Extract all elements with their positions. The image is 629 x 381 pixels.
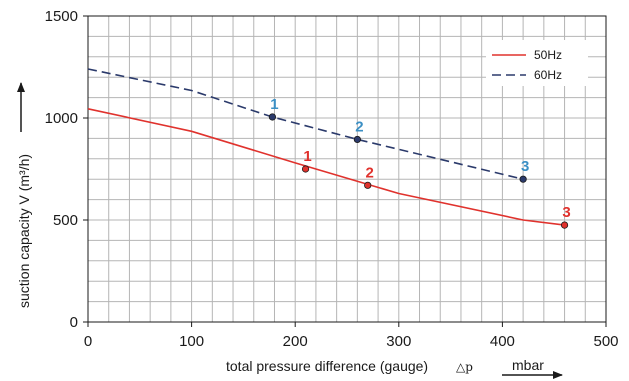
- point-label-50Hz-2: 2: [366, 164, 374, 181]
- x-tick-label: 500: [593, 333, 618, 350]
- plot-frame: [87, 15, 607, 323]
- data-point-50Hz-2: [364, 181, 372, 189]
- point-label-50Hz-1: 1: [303, 148, 311, 165]
- data-point-60Hz-1: [268, 113, 277, 121]
- y-tick-label: 1000: [45, 110, 78, 127]
- x-axis-unit: mbar: [512, 357, 544, 373]
- y-axis-ticks: 0 500 1000 1500: [45, 8, 88, 331]
- y-axis-title: suction capacity V (m³/h): [16, 154, 32, 308]
- legend-label-60Hz: 60Hz: [534, 68, 562, 82]
- series: [87, 68, 565, 226]
- x-axis-symbol: △p: [456, 360, 473, 374]
- series-line-50Hz: [87, 108, 565, 226]
- x-tick-label: 0: [84, 333, 92, 350]
- y-tick-label: 500: [53, 212, 78, 229]
- data-point-50Hz-3: [560, 221, 569, 229]
- x-axis-title: total pressure difference (gauge): [226, 358, 428, 374]
- point-label-60Hz-3: 3: [521, 158, 529, 175]
- x-tick-label: 100: [179, 333, 204, 350]
- x-tick-label: 200: [283, 333, 308, 350]
- data-point-50Hz-1: [301, 165, 310, 173]
- legend: 50Hz 60Hz: [486, 40, 588, 86]
- x-axis-ticks: 0 100 200 300 400 500: [84, 322, 619, 350]
- data-points: 1 2 3 1 2 3: [268, 96, 571, 229]
- point-label-50Hz-3: 3: [562, 204, 570, 221]
- x-tick-label: 400: [490, 333, 515, 350]
- y-tick-label: 0: [70, 314, 78, 331]
- x-tick-label: 300: [386, 333, 411, 350]
- data-point-60Hz-2: [353, 135, 361, 144]
- point-label-60Hz-1: 1: [270, 96, 278, 113]
- legend-box: [486, 40, 588, 86]
- data-point-60Hz-3: [519, 175, 527, 183]
- point-label-60Hz-2: 2: [355, 118, 363, 135]
- legend-label-50Hz: 50Hz: [534, 48, 562, 62]
- y-tick-label: 1500: [45, 8, 78, 25]
